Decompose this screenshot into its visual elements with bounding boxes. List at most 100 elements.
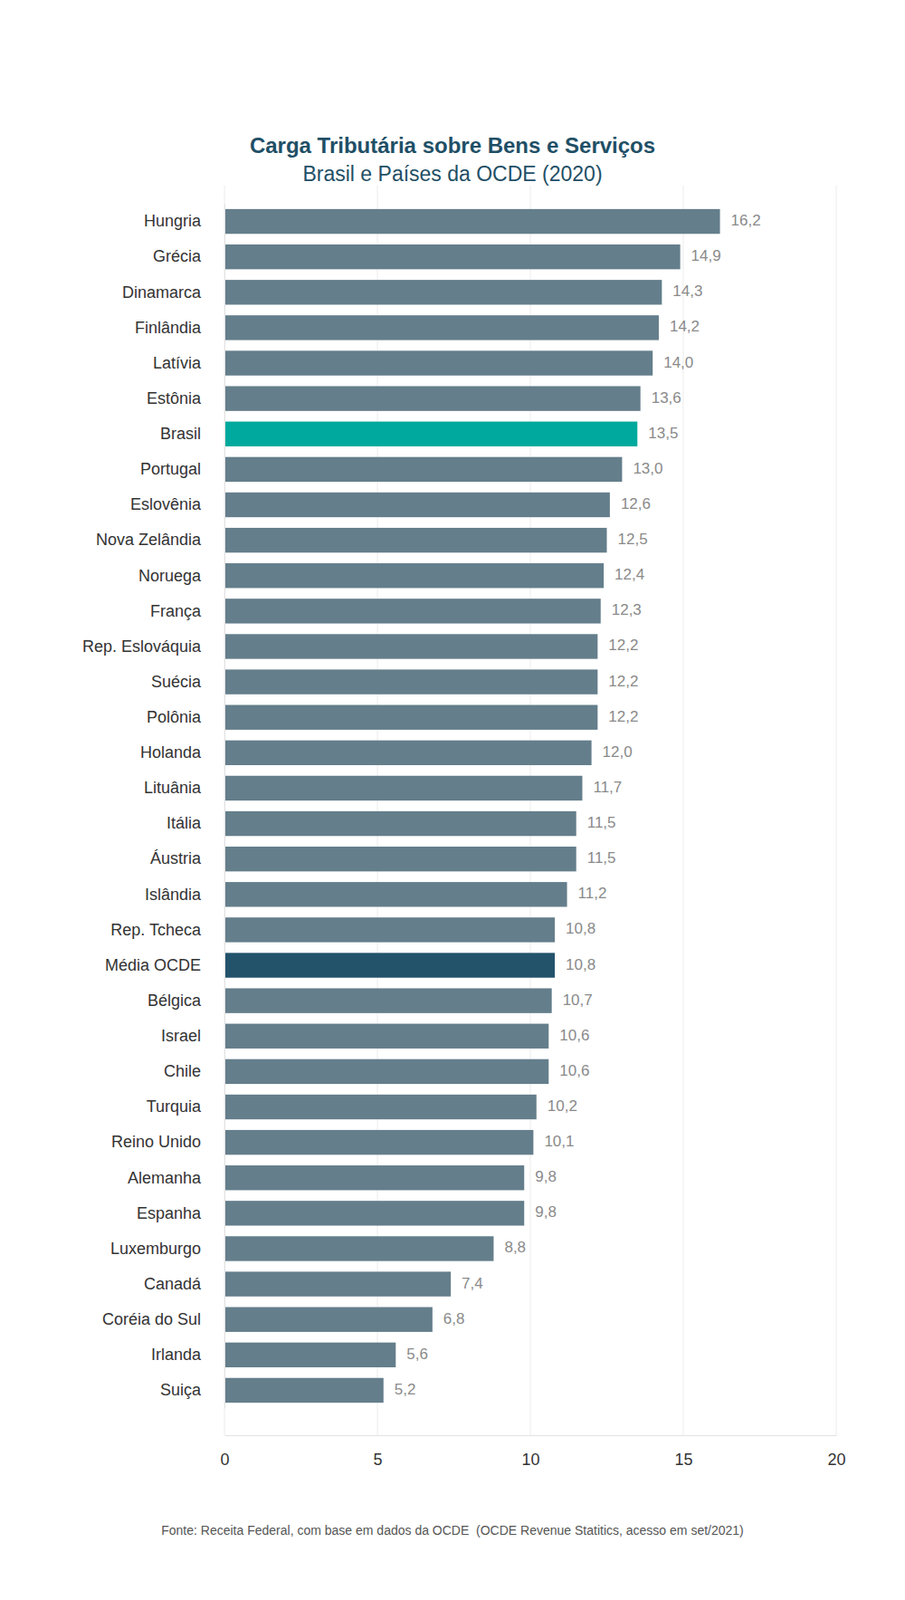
y-tick-label: Suécia bbox=[151, 672, 202, 691]
data-label: 12,2 bbox=[608, 707, 639, 725]
y-tick: Chile bbox=[163, 1061, 225, 1080]
data-label: 11,2 bbox=[578, 884, 608, 902]
y-tick: Brasil bbox=[160, 424, 225, 443]
bar bbox=[224, 244, 681, 269]
data-label: 14,3 bbox=[672, 282, 703, 300]
bar bbox=[224, 385, 641, 410]
bar bbox=[224, 1235, 494, 1260]
bar bbox=[224, 740, 592, 765]
data-label: 7,4 bbox=[461, 1274, 484, 1292]
data-label: 10,6 bbox=[559, 1026, 590, 1044]
y-tick: Itália bbox=[166, 813, 225, 832]
data-label: 10,8 bbox=[565, 955, 596, 973]
bar bbox=[224, 810, 577, 836]
y-tick: Grécia bbox=[152, 247, 225, 266]
data-label: 8,8 bbox=[504, 1238, 526, 1256]
bar bbox=[224, 952, 555, 977]
subtitle: Brasil e Países da OCDE (2020) bbox=[302, 161, 602, 186]
data-label: 5,2 bbox=[394, 1380, 417, 1398]
data-label: 10,2 bbox=[547, 1096, 578, 1115]
y-tick-label: Chile bbox=[163, 1061, 201, 1080]
y-tick-label: Dinamarca bbox=[122, 283, 202, 302]
bar bbox=[224, 1342, 396, 1367]
y-tick-label: Luxemburgo bbox=[110, 1238, 201, 1258]
data-label: 16,2 bbox=[731, 211, 762, 229]
bar bbox=[224, 633, 598, 658]
y-tick-label: França bbox=[150, 601, 202, 620]
data-label: 6,8 bbox=[443, 1309, 466, 1327]
y-tick-label: Bélgica bbox=[147, 990, 202, 1010]
y-tick: Suécia bbox=[151, 672, 225, 691]
source: Fonte: Receita Federal, com base em dado… bbox=[161, 1522, 744, 1537]
title: Carga Tributária sobre Bens e Serviços bbox=[249, 133, 656, 158]
y-tick: Dinamarca bbox=[122, 283, 225, 302]
bar bbox=[224, 1377, 384, 1402]
bar bbox=[224, 314, 659, 340]
data-label: 13,0 bbox=[632, 459, 663, 477]
data-label: 14,2 bbox=[669, 317, 700, 335]
data-label: 13,6 bbox=[651, 389, 682, 407]
y-tick-label: Finlândia bbox=[134, 318, 202, 337]
x-tick-label: 10 bbox=[521, 1449, 540, 1468]
y-tick-label: Brasil bbox=[160, 424, 201, 443]
bar bbox=[224, 457, 622, 482]
y-tick: Canadá bbox=[143, 1274, 225, 1293]
x-tick: 20 bbox=[827, 1434, 846, 1468]
bar bbox=[224, 704, 598, 730]
y-tick-label: Coréia do Sul bbox=[102, 1309, 201, 1328]
bar bbox=[224, 492, 610, 517]
bar bbox=[224, 1058, 549, 1084]
y-tick-label: Canadá bbox=[143, 1274, 202, 1293]
y-tick-label: Turquia bbox=[146, 1096, 202, 1115]
bar bbox=[224, 846, 577, 871]
y-tick: Alemanha bbox=[127, 1167, 225, 1186]
bar bbox=[224, 1270, 451, 1296]
bar bbox=[224, 1200, 524, 1225]
data-label: 11,5 bbox=[587, 813, 617, 831]
bar bbox=[224, 350, 653, 375]
y-tick: Turquia bbox=[146, 1096, 225, 1115]
y-tick-label: Áustria bbox=[150, 848, 202, 867]
bar bbox=[224, 209, 721, 234]
y-tick: Média OCDE bbox=[104, 955, 225, 974]
y-tick: Polônia bbox=[146, 707, 225, 726]
y-tick: Estônia bbox=[146, 389, 225, 408]
y-tick-label: Portugal bbox=[140, 459, 201, 478]
y-tick: Islândia bbox=[144, 885, 225, 904]
bar bbox=[224, 1129, 534, 1154]
bar bbox=[224, 421, 638, 447]
y-tick: Hungria bbox=[143, 211, 225, 230]
bar bbox=[224, 881, 568, 906]
y-tick: Áustria bbox=[150, 848, 225, 867]
y-tick: Eslovênia bbox=[130, 495, 225, 514]
y-tick: Rep. Eslováquia bbox=[82, 637, 225, 656]
y-tick: Bélgica bbox=[147, 990, 225, 1010]
chart: Carga Tributária sobre Bens e Serviços Br… bbox=[0, 0, 905, 1600]
y-tick-label: Hungria bbox=[143, 211, 202, 230]
data-labels: 16,214,914,314,214,013,613,513,012,612,5… bbox=[394, 211, 762, 1398]
bar bbox=[224, 668, 598, 694]
grid-line bbox=[683, 185, 685, 1435]
bar bbox=[224, 1094, 537, 1119]
data-label: 10,1 bbox=[543, 1132, 574, 1150]
bar bbox=[224, 527, 608, 553]
bars bbox=[224, 209, 721, 1402]
y-axis-line bbox=[224, 204, 226, 1409]
y-tick-label: Rep. Tcheca bbox=[110, 920, 202, 939]
y-tick: Holanda bbox=[140, 743, 225, 762]
y-tick-label: Espanha bbox=[136, 1203, 202, 1222]
bar bbox=[224, 279, 662, 305]
y-tick-label: Polônia bbox=[146, 707, 202, 726]
y-tick: Lituânia bbox=[143, 778, 225, 797]
y-tick-label: Holanda bbox=[140, 743, 202, 762]
y-tick: Reino Unido bbox=[111, 1132, 225, 1151]
x-tick: 10 bbox=[521, 1434, 540, 1468]
data-label: 10,8 bbox=[565, 919, 596, 937]
y-tick: Suiça bbox=[160, 1380, 225, 1399]
x-tick: 15 bbox=[674, 1434, 693, 1468]
y-tick: Latívia bbox=[152, 353, 225, 372]
y-tick-label: Israel bbox=[161, 1026, 201, 1045]
y-tick: Rep. Tcheca bbox=[110, 920, 225, 939]
y-tick: Coréia do Sul bbox=[102, 1309, 225, 1328]
data-label: 12,2 bbox=[608, 672, 639, 690]
